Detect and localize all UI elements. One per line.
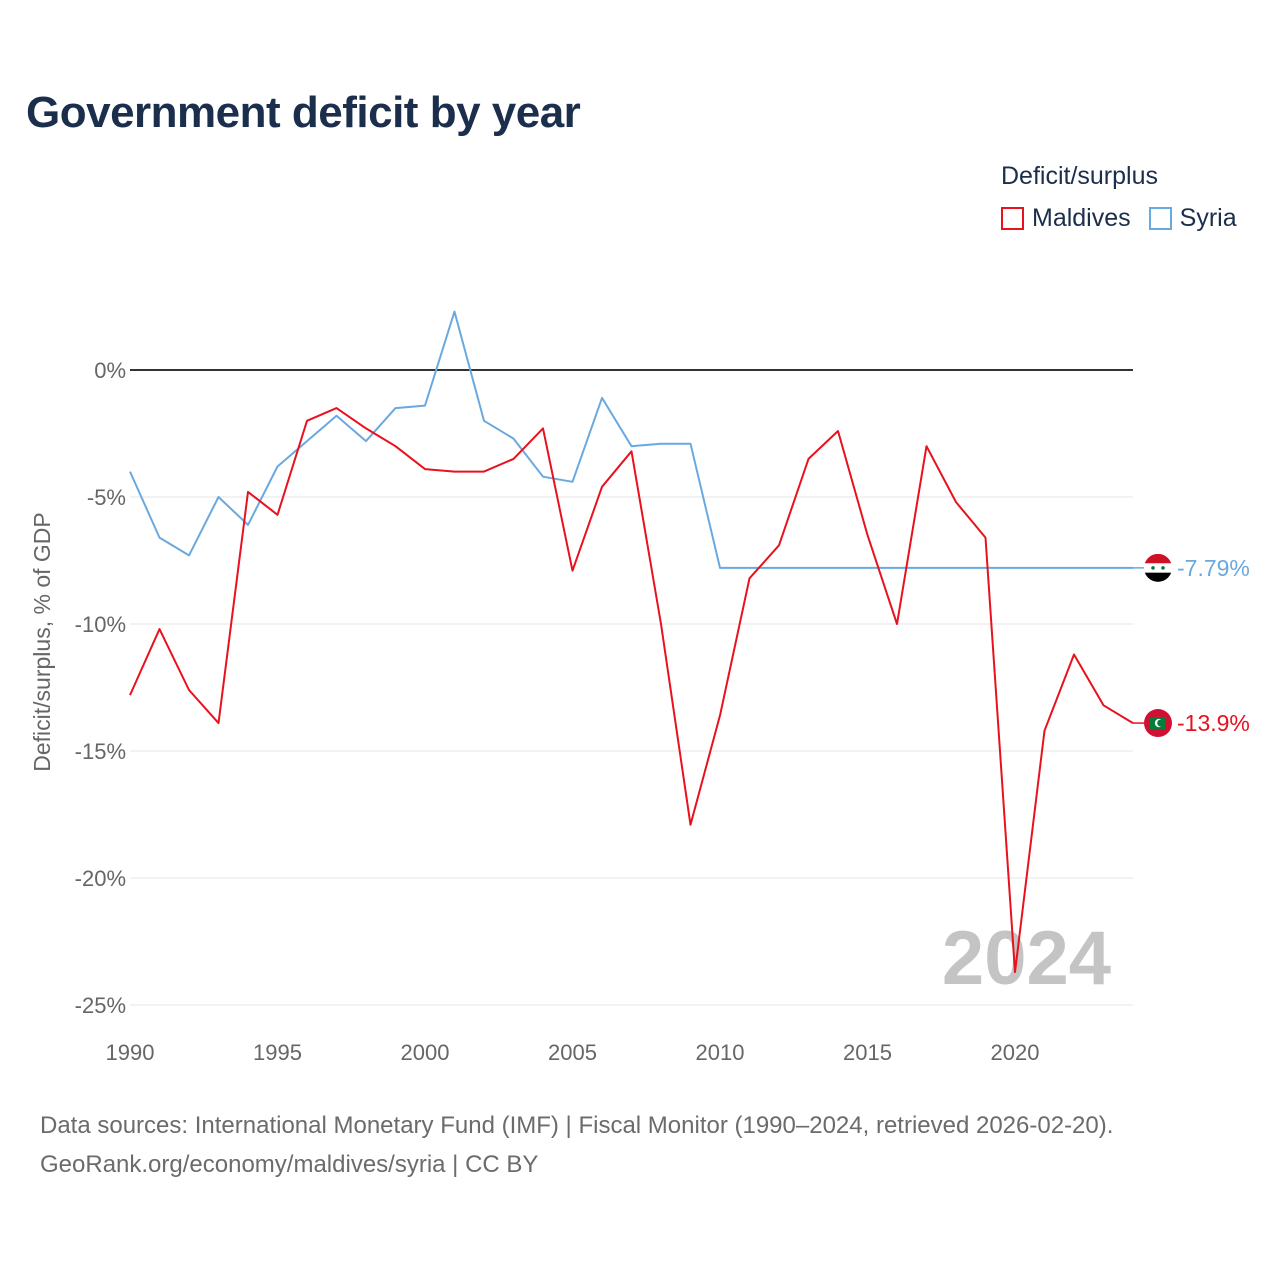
legend-label-syria: Syria bbox=[1179, 204, 1237, 232]
x-tick-label: 2005 bbox=[548, 1040, 597, 1065]
legend-swatch-maldives bbox=[1001, 207, 1024, 230]
y-tick-label: -5% bbox=[87, 485, 126, 510]
x-tick-label: 1995 bbox=[253, 1040, 302, 1065]
legend-label-maldives: Maldives bbox=[1032, 204, 1131, 232]
legend-title: Deficit/surplus bbox=[1001, 162, 1158, 190]
series-line-maldives bbox=[129, 407, 1134, 973]
x-tick-label: 2020 bbox=[991, 1040, 1040, 1065]
y-tick-label: -15% bbox=[75, 739, 126, 764]
end-value-label-syria: -7.79% bbox=[1177, 555, 1250, 581]
chart-title: Government deficit by year bbox=[26, 88, 581, 137]
x-tick-label: 2000 bbox=[401, 1040, 450, 1065]
y-tick-label: -20% bbox=[75, 866, 126, 891]
footer-link[interactable]: GeoRank.org/economy/maldives/syria | CC … bbox=[40, 1151, 539, 1178]
year-watermark: 2024 bbox=[942, 916, 1111, 1001]
legend-item-maldives[interactable]: Maldives bbox=[1001, 204, 1131, 233]
series-line-syria bbox=[129, 310, 1133, 569]
y-tick-label: -25% bbox=[75, 993, 126, 1018]
legend-swatch-syria bbox=[1148, 207, 1172, 230]
syria-flag-icon bbox=[1144, 553, 1172, 582]
line-chart: 0% -5% -10% -15% -20% -25% 1990 1995 2000 2005 201… bbox=[29, 310, 1250, 1065]
footer-sources: Data sources: International Monetary Fun… bbox=[40, 1112, 1114, 1139]
y-axis-title: Deficit/surplus, % of GDP bbox=[29, 512, 55, 771]
end-value-label-maldives: -13.9% bbox=[1177, 710, 1250, 736]
maldives-flag-icon bbox=[1144, 709, 1172, 738]
legend-item-syria[interactable]: Syria bbox=[1148, 204, 1237, 233]
footer: Data sources: International Monetary Fun… bbox=[40, 1106, 1113, 1184]
y-tick-label: -10% bbox=[75, 612, 126, 637]
y-tick-label: 0% bbox=[94, 358, 126, 383]
x-tick-label: 2010 bbox=[696, 1040, 745, 1065]
legend: Maldives Syria bbox=[1001, 204, 1255, 233]
x-tick-label: 1990 bbox=[106, 1040, 155, 1065]
x-tick-label: 2015 bbox=[843, 1040, 892, 1065]
